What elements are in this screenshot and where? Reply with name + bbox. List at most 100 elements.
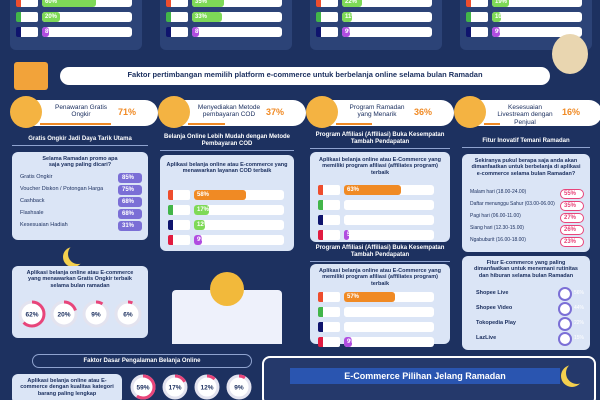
bar-track	[344, 215, 434, 225]
bar-track	[194, 235, 284, 245]
feature-value: 15%	[574, 335, 585, 341]
section-title: Fitur Inovatif Temani Ramadan	[462, 138, 590, 148]
bar-track	[344, 230, 434, 240]
item-value: 55%	[564, 190, 577, 197]
top-card	[310, 0, 442, 50]
bar-label: 16%	[347, 323, 360, 330]
app-logo	[316, 27, 338, 37]
bar-label: 20%	[45, 13, 58, 20]
factor-pill	[170, 100, 306, 126]
section-title: Gratis Ongkir Jadi Daya Tarik Utama	[12, 136, 148, 146]
panel	[12, 374, 122, 400]
ring-fill	[226, 374, 252, 400]
question: Selama Ramadan promo apa saja yang palin…	[42, 156, 118, 169]
bar-track	[344, 337, 434, 347]
bar	[344, 200, 360, 210]
bar	[42, 0, 96, 7]
item-value: 68%	[122, 198, 135, 205]
app-logo	[16, 12, 38, 22]
top-card	[10, 0, 142, 50]
app-logo	[168, 190, 190, 200]
factor-value: 16%	[562, 107, 581, 117]
item-pill	[118, 209, 142, 219]
bar-label: 33%	[195, 13, 208, 20]
item-value: 23%	[564, 238, 577, 245]
ring-label: 20%	[57, 312, 70, 319]
item-label: Pagi hari (06.00-11.00)	[470, 213, 521, 219]
item-value: 85%	[122, 174, 135, 181]
feature-value: 44%	[574, 305, 585, 311]
bar	[344, 185, 401, 195]
bar	[192, 0, 224, 7]
bar-label: 11%	[345, 13, 357, 20]
ring-label: 12%	[200, 385, 213, 392]
bar	[344, 230, 349, 240]
app-logo	[318, 322, 340, 332]
item-value: 68%	[122, 210, 135, 217]
question: Aplikasi belanja online atau E-commerce …	[26, 270, 134, 289]
ring-label: 9%	[234, 385, 244, 392]
bar	[194, 205, 210, 215]
bar-track	[42, 12, 132, 22]
factor-mark	[484, 123, 500, 125]
factor-value: 37%	[266, 107, 285, 117]
bar	[192, 12, 222, 22]
app-logo	[166, 27, 188, 37]
bar-label: 9%	[197, 236, 206, 243]
bar-label: 58%	[197, 191, 210, 198]
item-pill	[118, 221, 142, 231]
app-logo	[168, 235, 190, 245]
factor-mark	[188, 123, 225, 125]
item-pill	[118, 185, 142, 195]
ring-label: 59%	[136, 385, 149, 392]
question: Sekiranya pukul berapa saja anda akan di…	[471, 158, 581, 177]
ring-fill	[82, 300, 110, 328]
ring-fill	[162, 374, 188, 400]
bar	[344, 307, 361, 317]
bar	[342, 27, 351, 37]
factor-value: 71%	[118, 107, 137, 117]
factor-icon	[306, 96, 338, 128]
bar-label: 8%	[195, 28, 204, 35]
item-pill	[560, 225, 584, 235]
feature-dot	[558, 332, 572, 346]
app-logo	[166, 0, 188, 7]
factor-pill	[466, 100, 600, 126]
bar	[492, 12, 501, 22]
ring: 6%	[114, 300, 142, 328]
item-label: Ngabuburit (16.00-18.00)	[470, 237, 526, 243]
question: Aplikasi belanja online atau E-Commerce …	[319, 268, 441, 287]
ring-fill	[114, 300, 142, 328]
feature-value: 56%	[574, 290, 585, 296]
ring-fill	[50, 300, 78, 328]
ring: 9%	[226, 374, 252, 400]
crescent	[566, 362, 588, 384]
bar	[492, 0, 510, 7]
item-label: Gratis Ongkir	[20, 174, 53, 180]
bar	[194, 190, 247, 200]
feature-label: Shopee Live	[476, 290, 509, 296]
app-logo	[466, 12, 488, 22]
item-label: Siang hari (12.30-15.00)	[470, 225, 524, 231]
app-logo	[318, 337, 340, 347]
factor-value: 36%	[414, 107, 433, 117]
bar-label: 22%	[345, 0, 358, 5]
bar-label: 15%	[347, 216, 360, 223]
app-logo	[16, 27, 38, 37]
ring: 59%	[130, 374, 156, 400]
bar	[492, 27, 501, 37]
item-value: 35%	[564, 202, 577, 209]
factor-pill	[318, 100, 454, 126]
feature-dot	[558, 302, 572, 316]
item-pill	[560, 201, 584, 211]
bar-track	[192, 27, 282, 37]
item-label: Kesesuaian Hadiah	[20, 222, 68, 228]
bar-label: 10%	[495, 13, 508, 20]
bar-label: 63%	[347, 186, 360, 193]
ring-label: 62%	[25, 312, 38, 319]
section-title: Program Affiliasi (Affiliasi) Buka Kesem…	[310, 245, 450, 262]
app-logo	[318, 185, 340, 195]
bar-track	[492, 12, 582, 22]
item-label: Flashsale	[20, 210, 44, 216]
item-value: 75%	[122, 186, 135, 193]
